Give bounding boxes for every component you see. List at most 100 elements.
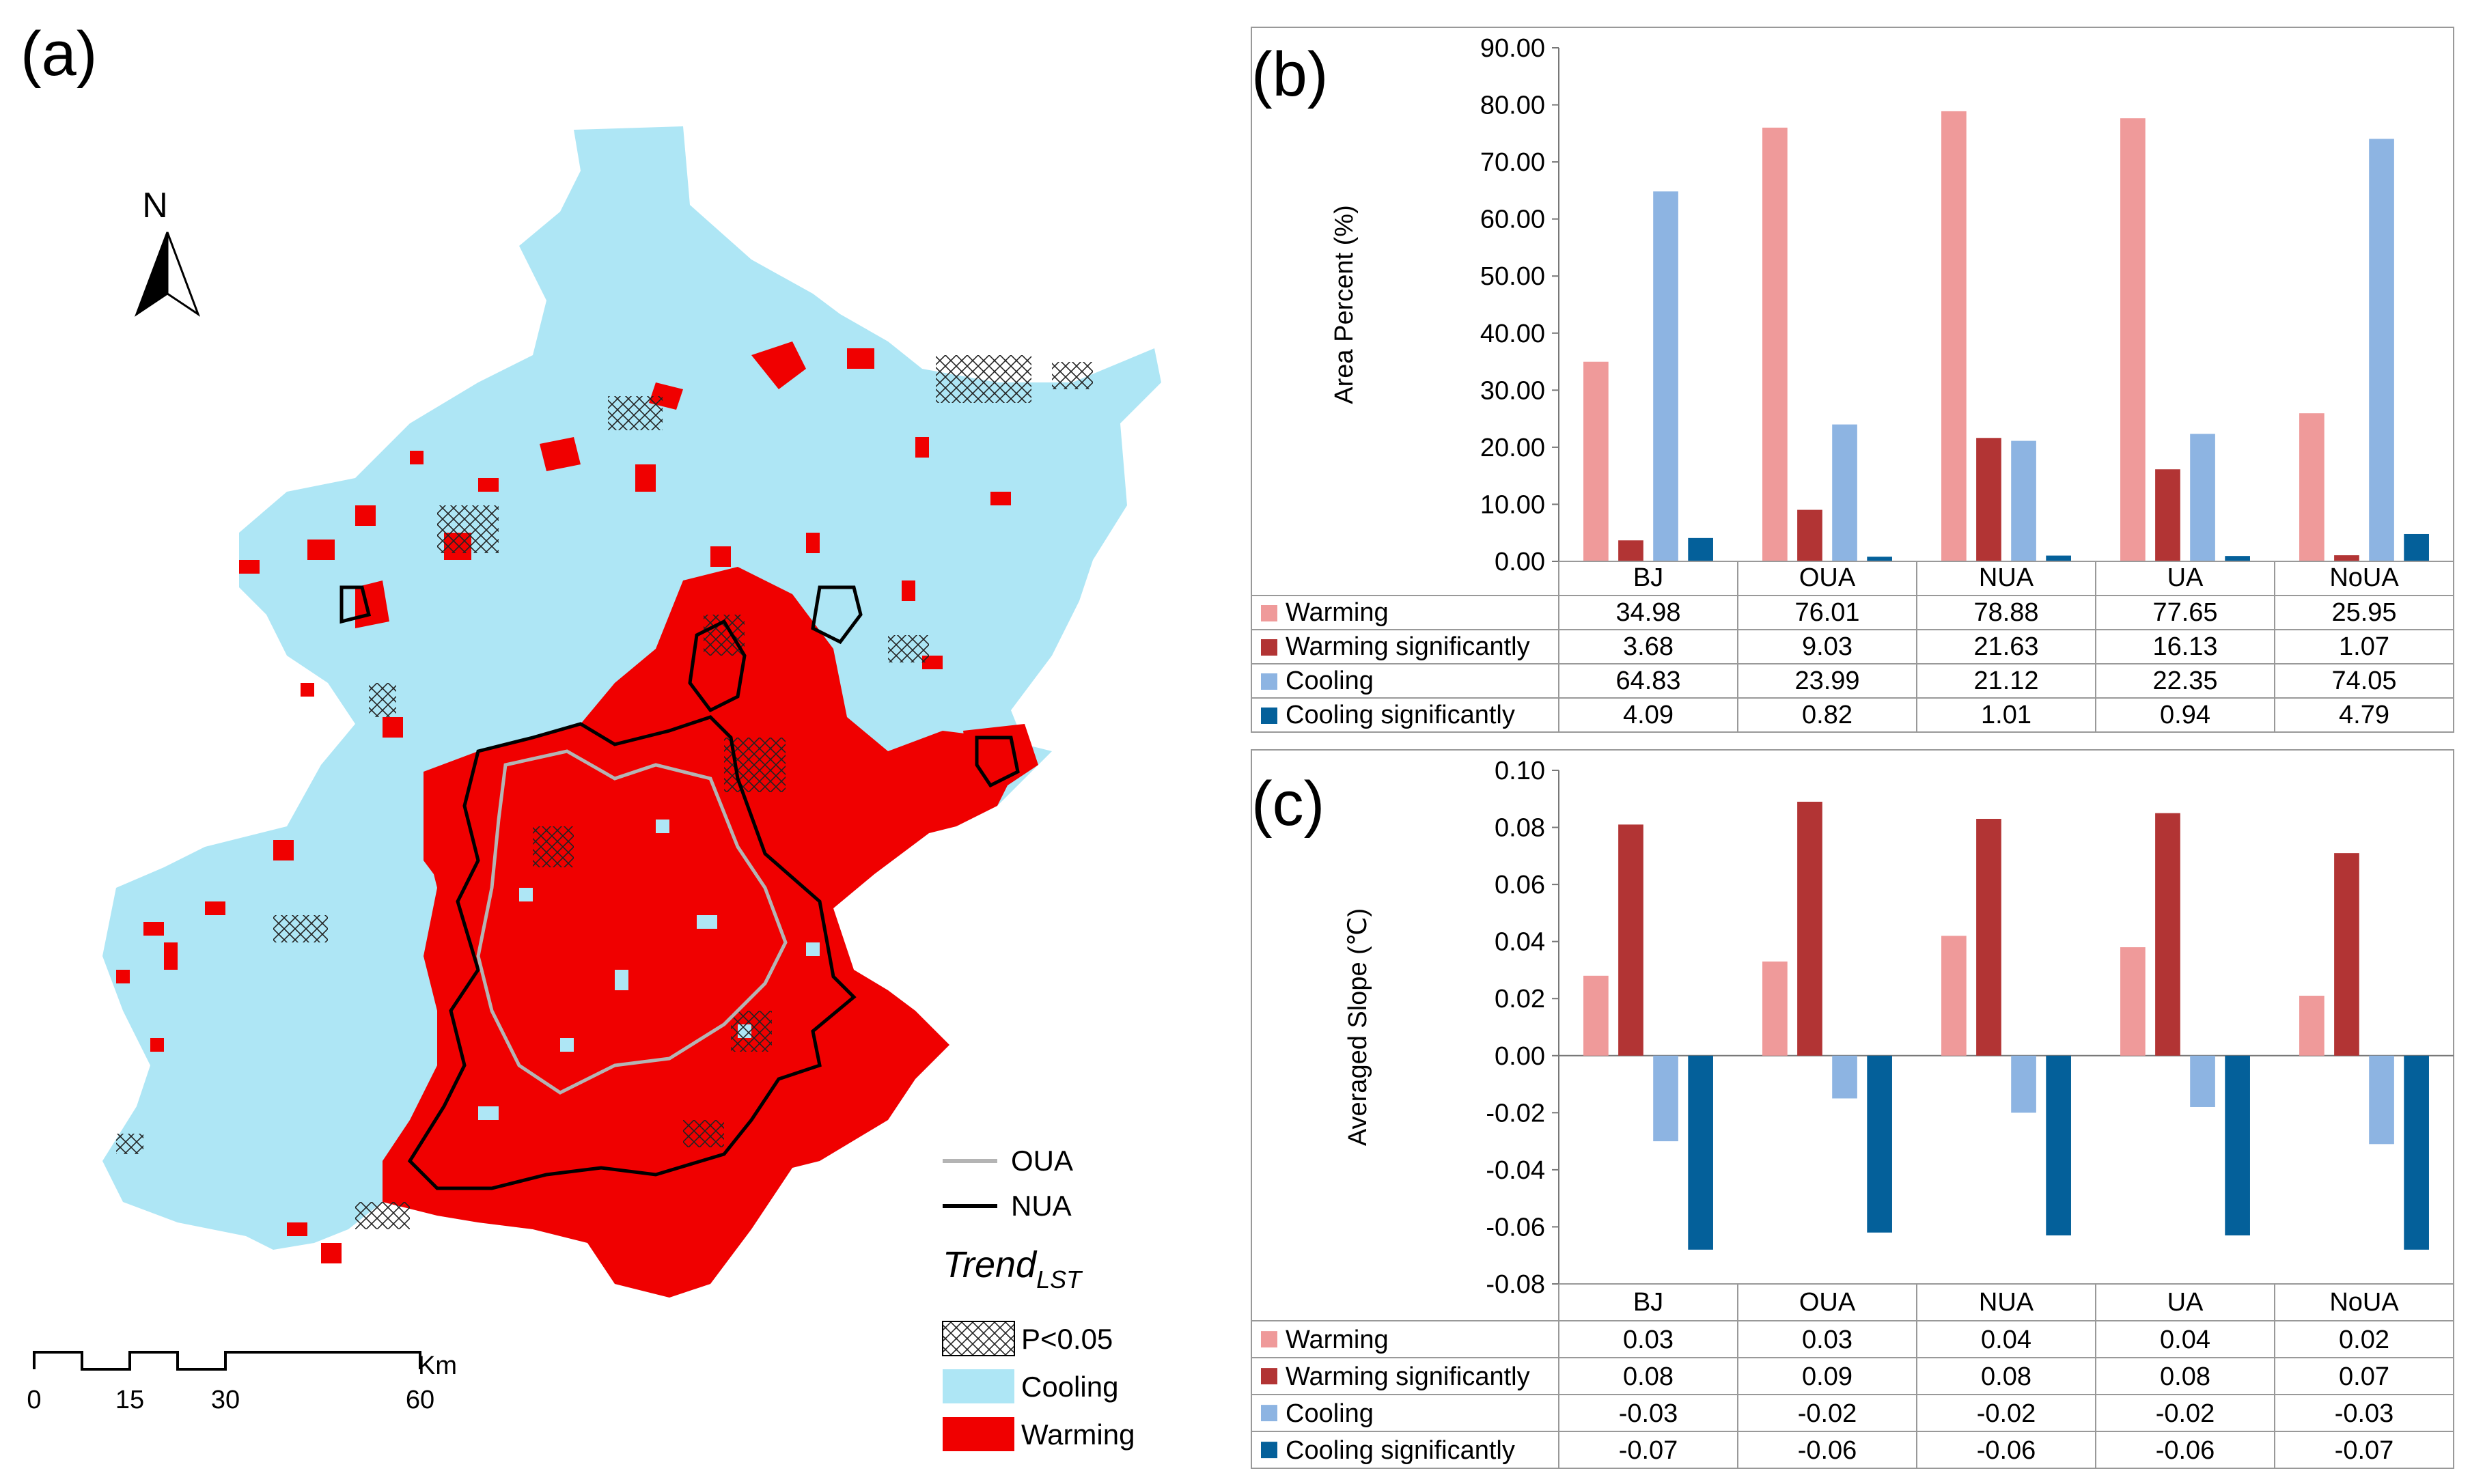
legend-cooling-label: Cooling bbox=[1021, 1371, 1118, 1403]
table-cell: -0.07 bbox=[1619, 1436, 1678, 1465]
legend-key bbox=[1261, 1442, 1277, 1459]
legend-warming-label: Warming bbox=[1021, 1418, 1135, 1451]
table-cell: 0.08 bbox=[1623, 1362, 1674, 1391]
y-tick-label: 0.10 bbox=[1495, 757, 1545, 785]
table-cell: -0.02 bbox=[1977, 1399, 2036, 1428]
table-cell: -0.03 bbox=[2335, 1399, 2394, 1428]
y-tick-label: 30.00 bbox=[1480, 376, 1545, 405]
legend-title-main: Trend bbox=[943, 1244, 1038, 1285]
scale-tick-15: 15 bbox=[115, 1386, 144, 1414]
y-tick-label: 10.00 bbox=[1480, 490, 1545, 519]
series-label: Cooling bbox=[1286, 1399, 1374, 1428]
table-cell: 25.95 bbox=[2331, 598, 2396, 627]
table-cell: 78.88 bbox=[1973, 598, 2038, 627]
bar bbox=[1832, 424, 1857, 561]
bar bbox=[2155, 469, 2180, 561]
scale-tick-0: 0 bbox=[27, 1386, 41, 1414]
bar bbox=[1976, 819, 2001, 1056]
y-tick-label: 50.00 bbox=[1480, 262, 1545, 291]
table-cell: -0.06 bbox=[1977, 1436, 2036, 1465]
series-label: Warming significantly bbox=[1286, 1362, 1530, 1391]
bar bbox=[2046, 1055, 2071, 1235]
panel-c-chart: (c) -0.08 -0.06 -0.04 -0.02 0.00 0.02 0.04 0.06… bbox=[1251, 749, 2454, 1469]
legend-sig-swatch bbox=[942, 1321, 1015, 1356]
map-legend: OUA NUA TrendLST P<0.05 Cooling Warming bbox=[942, 1145, 1135, 1451]
category-label: NoUA bbox=[2329, 563, 2399, 592]
legend-key bbox=[1261, 1331, 1277, 1348]
bar bbox=[2011, 1055, 2036, 1113]
bar bbox=[2120, 118, 2146, 562]
bar bbox=[2225, 1055, 2250, 1235]
bar bbox=[2120, 947, 2146, 1056]
category-label: BJ bbox=[1633, 563, 1663, 592]
table-cell: 0.04 bbox=[2160, 1326, 2210, 1354]
table-cell: -0.06 bbox=[1798, 1436, 1857, 1465]
table-cell: 3.68 bbox=[1623, 632, 1674, 661]
series-label: Warming bbox=[1286, 598, 1389, 627]
bar bbox=[2046, 555, 2071, 561]
table-cell: 0.09 bbox=[1802, 1362, 1852, 1391]
panel-a-map: (a) bbox=[20, 19, 1161, 1451]
category-label: UA bbox=[2167, 1288, 2204, 1317]
table-cell: 23.99 bbox=[1794, 667, 1859, 695]
scale-unit: Km bbox=[418, 1352, 457, 1380]
bar bbox=[1762, 127, 1788, 561]
legend-key bbox=[1261, 605, 1277, 621]
table-cell: 0.04 bbox=[1981, 1326, 2031, 1354]
table-cell: 64.83 bbox=[1615, 667, 1680, 695]
y-axis-title: Averaged Slope (℃) bbox=[1344, 908, 1372, 1146]
bar bbox=[2155, 813, 2180, 1056]
bar bbox=[2299, 996, 2325, 1056]
table-cell: 34.98 bbox=[1615, 598, 1680, 627]
table-cell: 0.03 bbox=[1802, 1326, 1852, 1354]
bar bbox=[1832, 1055, 1857, 1099]
bar bbox=[2190, 434, 2215, 561]
oua-outline bbox=[476, 749, 788, 1095]
table-cell: -0.02 bbox=[1798, 1399, 1857, 1428]
bar bbox=[2299, 413, 2325, 561]
table-cell: 0.08 bbox=[1981, 1362, 2031, 1391]
category-label: OUA bbox=[1799, 563, 1856, 592]
bar bbox=[1867, 1055, 1892, 1233]
series-label: Warming significantly bbox=[1286, 632, 1530, 661]
y-tick-label: -0.06 bbox=[1486, 1213, 1545, 1242]
series-label: Cooling significantly bbox=[1286, 1436, 1515, 1465]
y-tick-label: 0.00 bbox=[1495, 548, 1545, 576]
y-tick-label: 40.00 bbox=[1480, 320, 1545, 348]
bar bbox=[2369, 1055, 2394, 1145]
bar bbox=[1583, 361, 1609, 561]
table-cell: 0.82 bbox=[1802, 701, 1852, 729]
bar bbox=[2334, 555, 2359, 561]
y-tick-label: 90.00 bbox=[1480, 34, 1545, 63]
legend-title-sub: LST bbox=[1036, 1265, 1083, 1293]
table-cell: -0.06 bbox=[2156, 1436, 2215, 1465]
legend-key bbox=[1261, 708, 1277, 724]
table-cell: 77.65 bbox=[2152, 598, 2217, 627]
y-tick-label: 0.06 bbox=[1495, 871, 1545, 899]
bar bbox=[1688, 1055, 1713, 1250]
table-cell: 22.35 bbox=[2152, 667, 2217, 695]
bar bbox=[2190, 1055, 2215, 1107]
category-label: NUA bbox=[1979, 1288, 2034, 1317]
bar bbox=[2404, 533, 2429, 561]
significance-hatch bbox=[116, 355, 1093, 1229]
table-cell: 0.02 bbox=[2339, 1326, 2389, 1354]
warming-region-north bbox=[355, 341, 1038, 792]
panel-b-label: (b) bbox=[1251, 40, 1328, 109]
nua-outline bbox=[407, 715, 857, 1190]
table-cell: -0.03 bbox=[1619, 1399, 1678, 1428]
y-tick-label: 0.02 bbox=[1495, 985, 1545, 1013]
y-tick-label: 60.00 bbox=[1480, 206, 1545, 234]
table-cell: 0.03 bbox=[1623, 1326, 1674, 1354]
y-tick-label: 20.00 bbox=[1480, 434, 1545, 462]
bar bbox=[2011, 440, 2036, 561]
scale-bar: Km 0 15 30 60 bbox=[27, 1351, 457, 1414]
table-cell: 1.01 bbox=[1981, 701, 2031, 729]
bar bbox=[2369, 139, 2394, 561]
bar bbox=[1976, 438, 2001, 561]
legend-key bbox=[1261, 673, 1277, 690]
legend-nua-label: NUA bbox=[1011, 1190, 1072, 1222]
table-cell: 21.12 bbox=[1973, 667, 2038, 695]
warming-region-main bbox=[383, 567, 1025, 1298]
